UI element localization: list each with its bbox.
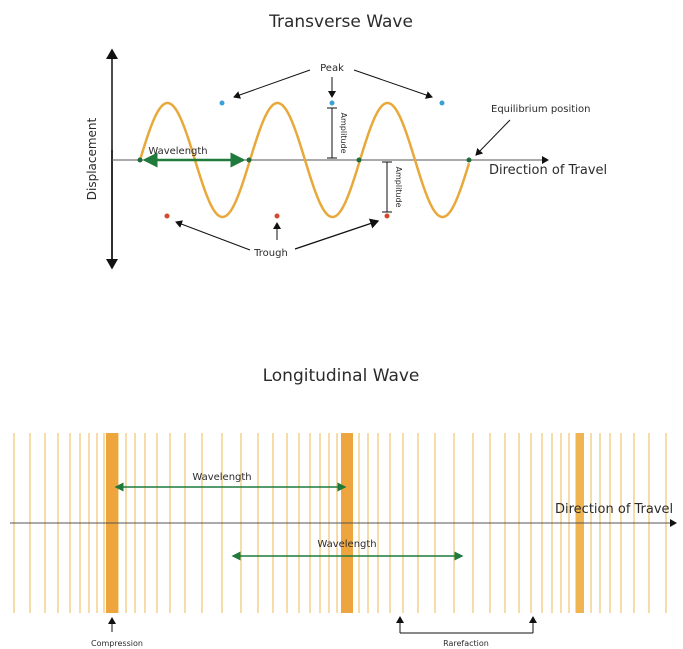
amplitude-label-lower: Amplitude <box>394 167 403 208</box>
peak-dot <box>329 100 335 106</box>
longitudinal-wavelength-label-2: Wavelength <box>317 539 376 550</box>
peak-arrow <box>353 69 433 99</box>
longitudinal-wavelength-label-1: Wavelength <box>192 472 251 483</box>
peak-dot <box>219 100 225 106</box>
equilibrium-label: Equilibrium position <box>491 104 590 115</box>
transverse-direction-label: Direction of Travel <box>489 163 607 178</box>
trough-arrow <box>294 218 380 250</box>
trough-arrow <box>175 220 251 251</box>
equilibrium-dot <box>466 157 472 163</box>
trough-dot <box>164 213 170 219</box>
equilibrium-dot <box>356 157 362 163</box>
equilibrium-dot <box>246 157 252 163</box>
longitudinal-title: Longitudinal Wave <box>263 366 420 386</box>
trough-dot <box>384 213 390 219</box>
longitudinal-wave-section: Longitudinal Wave Direction of Travel Wa… <box>10 366 677 648</box>
longitudinal-direction-label: Direction of Travel <box>555 502 673 517</box>
rarefaction-label: Rarefaction <box>443 639 489 648</box>
transverse-wavelength-label: Wavelength <box>148 146 207 157</box>
equilibrium-dot <box>137 157 143 163</box>
transverse-title: Transverse Wave <box>268 12 413 32</box>
amplitude-label-upper: Amplitude <box>339 113 348 154</box>
peak-dot <box>439 100 445 106</box>
displacement-label: Displacement <box>85 117 99 200</box>
compression-label: Compression <box>91 639 143 648</box>
equilibrium-arrow <box>475 119 511 156</box>
peak-label: Peak <box>320 63 344 74</box>
peak-arrow <box>233 69 311 99</box>
trough-label: Trough <box>253 248 288 259</box>
transverse-wave-section: Transverse Wave Displacement Direction o… <box>85 12 607 270</box>
trough-dot <box>274 213 280 219</box>
